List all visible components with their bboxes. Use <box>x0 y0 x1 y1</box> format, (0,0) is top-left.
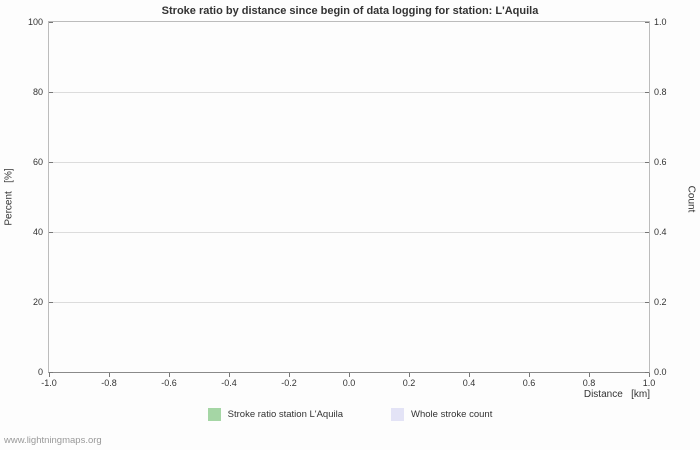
y-tick-mark-right <box>645 22 649 23</box>
legend-label: Whole stroke count <box>411 409 493 420</box>
y-tick-label-right: 0.2 <box>654 297 667 307</box>
x-axis-title: Distance [km] <box>583 389 650 400</box>
y-tick-mark-left <box>49 302 53 303</box>
x-tick-mark <box>289 373 290 377</box>
x-tick-label: 0.2 <box>402 378 416 388</box>
x-tick-mark <box>169 373 170 377</box>
y-tick-mark-right <box>645 372 649 373</box>
watermark-text: www.lightningmaps.org <box>4 435 102 446</box>
y-tick-mark-right <box>645 162 649 163</box>
y-tick-mark-left <box>49 92 53 93</box>
y-tick-label-right: 0.4 <box>654 227 667 237</box>
x-tick-label: 0.6 <box>522 378 536 388</box>
y-tick-label-right: 0.8 <box>654 87 667 97</box>
x-tick-label: -1.0 <box>41 378 57 388</box>
x-tick-mark <box>589 373 590 377</box>
legend-swatch <box>207 408 221 421</box>
x-tick-mark <box>469 373 470 377</box>
gridline <box>49 162 649 163</box>
y-tick-label-right: 0.0 <box>654 367 667 377</box>
x-tick-mark <box>349 373 350 377</box>
legend-item: Whole stroke count <box>391 408 492 421</box>
gridline <box>49 92 649 93</box>
y-tick-mark-right <box>645 302 649 303</box>
y-tick-mark-right <box>645 92 649 93</box>
plot-area: 0 0.0 20 0.2 40 0.4 60 0.6 80 0.8 100 1.0 -1.0 -0.8 -0… <box>28 17 667 388</box>
y-tick-label-left: 60 <box>32 157 43 167</box>
x-tick-label: -0.4 <box>221 378 237 388</box>
y-tick-mark-left <box>49 162 53 163</box>
y-tick-mark-left <box>49 372 53 373</box>
x-tick-mark <box>109 373 110 377</box>
x-tick-mark <box>229 373 230 377</box>
x-tick-label: 0.8 <box>582 378 596 388</box>
y-tick-label-left: 0 <box>37 367 43 377</box>
legend-label: Stroke ratio station L'Aquila <box>227 409 344 420</box>
x-tick-mark <box>409 373 410 377</box>
y-tick-mark-left <box>49 22 53 23</box>
x-tick-label: -0.6 <box>161 378 177 388</box>
y-axis-title-left: Percent [%] <box>3 168 15 226</box>
x-tick-mark <box>649 373 650 377</box>
x-tick-label: 0.0 <box>342 378 356 388</box>
y-tick-mark-left <box>49 232 53 233</box>
x-tick-label: -0.2 <box>281 378 297 388</box>
gridline <box>49 302 649 303</box>
y-tick-label-right: 0.6 <box>654 157 667 167</box>
x-tick-label: 0.4 <box>462 378 476 388</box>
y-tick-label-left: 100 <box>27 17 43 27</box>
x-tick-mark <box>529 373 530 377</box>
gridline <box>49 232 649 233</box>
y-tick-mark-right <box>645 232 649 233</box>
y-tick-label-left: 80 <box>32 87 43 97</box>
chart-title: Stroke ratio by distance since begin of … <box>161 5 539 17</box>
x-tick-label: 1.0 <box>642 378 656 388</box>
y-tick-label-right: 1.0 <box>654 17 667 27</box>
y-tick-label-left: 20 <box>32 297 43 307</box>
legend: Stroke ratio station L'Aquila Whole strok… <box>0 408 700 421</box>
y-axis-title-right: Count <box>685 185 697 213</box>
x-tick-label: -0.8 <box>101 378 117 388</box>
x-tick-mark <box>49 373 50 377</box>
legend-swatch <box>391 408 405 421</box>
legend-item: Stroke ratio station L'Aquila <box>207 408 344 421</box>
y-tick-label-left: 40 <box>32 227 43 237</box>
